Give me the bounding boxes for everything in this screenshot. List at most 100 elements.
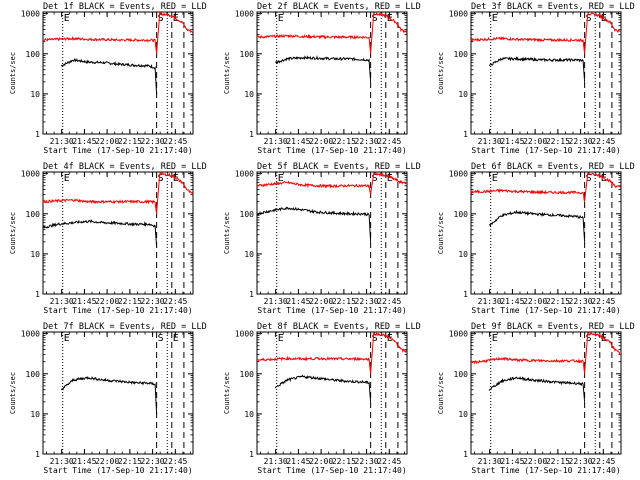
event-marker-label: S	[158, 173, 164, 184]
event-marker-label: E	[387, 173, 393, 184]
y-axis-label: Counts/sec	[9, 52, 17, 94]
event-marker-label: S	[586, 173, 592, 184]
y-axis-label: Counts/sec	[223, 52, 231, 94]
y-tick-label: 100	[26, 370, 41, 379]
y-tick-label: 1000	[235, 330, 254, 339]
x-tick-label: 22:45	[163, 297, 187, 306]
x-tick-label: 22:45	[377, 137, 401, 146]
x-tick-label: 22:15	[332, 297, 356, 306]
plot-frame	[42, 171, 194, 295]
x-tick-label: 22:00	[309, 137, 333, 146]
x-tick-label: 21:45	[72, 137, 96, 146]
x-tick-label: 21:30	[478, 137, 502, 146]
detector-panel-6: Det 6f BLACK = Events, RED = LLD Counts/s…	[437, 162, 635, 315]
x-axis-label: Start Time (17-Sep-10 21:17:40)	[43, 466, 192, 475]
y-tick-label: 10	[30, 410, 40, 419]
event-marker-label: S	[372, 13, 378, 24]
x-tick-label: 22:45	[163, 457, 187, 466]
y-tick-label: 1	[35, 290, 40, 299]
y-tick-label: 1000	[21, 330, 40, 339]
detector-panel-9: Det 9f BLACK = Events, RED = LLD Counts/s…	[437, 322, 635, 475]
x-tick-label: 22:30	[569, 137, 593, 146]
y-tick-label: 1000	[21, 10, 40, 19]
lld-rate-line	[256, 11, 408, 54]
x-tick-label: 21:30	[50, 457, 74, 466]
events-rate-line	[60, 58, 158, 94]
event-marker-label: E	[492, 13, 498, 24]
y-tick-label: 1	[249, 290, 254, 299]
y-tick-label: 1000	[449, 10, 468, 19]
detector-panel-4: Det 4f BLACK = Events, RED = LLD Counts/s…	[9, 162, 207, 315]
lld-rate-line	[256, 332, 408, 374]
y-tick-label: 1	[35, 130, 40, 139]
x-tick-label: 22:00	[95, 457, 119, 466]
x-tick-label: 21:30	[264, 297, 288, 306]
x-tick-label: 22:15	[546, 457, 570, 466]
y-tick-label: 100	[454, 210, 469, 219]
y-axis-label: Counts/sec	[437, 52, 445, 94]
y-tick-label: 100	[240, 370, 255, 379]
x-tick-label: 22:00	[95, 137, 119, 146]
x-axis-label: Start Time (17-Sep-10 21:17:40)	[257, 466, 406, 475]
y-axis-label: Counts/sec	[223, 372, 231, 414]
x-tick-label: 22:30	[141, 457, 165, 466]
y-tick-label: 1	[249, 130, 254, 139]
y-tick-label: 10	[458, 250, 468, 259]
y-tick-label: 100	[454, 370, 469, 379]
x-axis-label: Start Time (17-Sep-10 21:17:40)	[43, 146, 192, 155]
panel-title: Det 6f BLACK = Events, RED = LLD	[471, 162, 635, 172]
x-axis-label: Start Time (17-Sep-10 21:17:40)	[43, 306, 192, 315]
event-marker-label: S	[372, 333, 378, 344]
y-tick-label: 100	[454, 50, 469, 59]
x-tick-label: 22:45	[377, 457, 401, 466]
x-tick-label: 22:00	[523, 137, 547, 146]
x-tick-label: 22:00	[523, 457, 547, 466]
x-tick-label: 22:45	[591, 457, 615, 466]
plot-frame	[42, 331, 194, 455]
x-tick-label: 21:45	[286, 137, 310, 146]
plot-frame	[470, 331, 622, 455]
y-tick-label: 1000	[21, 170, 40, 179]
panel-title: Det 3f BLACK = Events, RED = LLD	[471, 2, 635, 12]
x-tick-label: 22:45	[163, 137, 187, 146]
event-marker-label: S	[586, 333, 592, 344]
detector-panel-5: Det 5f BLACK = Events, RED = LLD Counts/s…	[223, 162, 421, 315]
x-tick-label: 21:45	[500, 297, 524, 306]
x-tick-label: 21:45	[72, 457, 96, 466]
y-tick-label: 10	[458, 90, 468, 99]
panel-title: Det 9f BLACK = Events, RED = LLD	[471, 322, 635, 332]
y-axis-label: Counts/sec	[437, 212, 445, 254]
y-tick-label: 10	[458, 410, 468, 419]
panel-title: Det 5f BLACK = Events, RED = LLD	[257, 162, 421, 172]
x-axis-label: Start Time (17-Sep-10 21:17:40)	[257, 306, 406, 315]
events-rate-line	[256, 206, 372, 242]
x-tick-label: 21:45	[72, 297, 96, 306]
y-tick-label: 1	[463, 290, 468, 299]
y-tick-label: 10	[244, 90, 254, 99]
y-tick-label: 1	[463, 130, 468, 139]
x-tick-label: 21:45	[286, 297, 310, 306]
x-tick-label: 22:15	[332, 137, 356, 146]
detector-panel-8: Det 8f BLACK = Events, RED = LLD Counts/s…	[223, 322, 421, 475]
x-tick-label: 22:15	[546, 297, 570, 306]
plot-frame	[470, 11, 622, 135]
event-marker-label: S	[372, 173, 378, 184]
lld-rate-line	[470, 172, 622, 202]
x-axis-label: Start Time (17-Sep-10 21:17:40)	[471, 146, 620, 155]
y-tick-label: 10	[244, 410, 254, 419]
x-tick-label: 22:30	[355, 457, 379, 466]
y-tick-label: 1000	[449, 170, 468, 179]
plot-frame	[256, 171, 408, 295]
y-tick-label: 10	[30, 250, 40, 259]
x-tick-label: 22:30	[355, 137, 379, 146]
lld-rate-line	[470, 12, 622, 54]
x-tick-label: 22:00	[309, 297, 333, 306]
events-rate-line	[488, 376, 586, 402]
x-tick-label: 22:30	[355, 297, 379, 306]
y-tick-label: 100	[240, 50, 255, 59]
x-tick-label: 22:15	[118, 137, 142, 146]
events-rate-line	[42, 219, 158, 247]
event-marker-label: E	[64, 333, 70, 344]
x-tick-label: 21:30	[50, 137, 74, 146]
